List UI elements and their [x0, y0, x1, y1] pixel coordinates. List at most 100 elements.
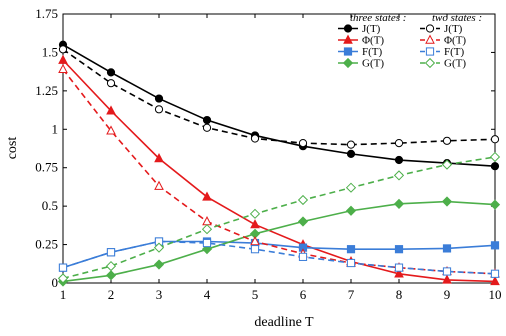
- data-point: [250, 134, 260, 143]
- data-point: [153, 242, 165, 253]
- data-point: [201, 244, 213, 255]
- series-line: [62, 200, 496, 283]
- x-tick-label: 9: [444, 287, 451, 302]
- legend-swatch-marker: [343, 24, 353, 33]
- legend-label: Φ(T): [362, 35, 384, 47]
- data-point: [442, 244, 452, 253]
- data-point: [58, 45, 68, 54]
- data-point: [297, 194, 309, 206]
- data-point: [489, 199, 501, 210]
- legend-label: F(T): [362, 46, 383, 58]
- series-line: [62, 240, 496, 275]
- data-point: [490, 135, 500, 144]
- x-tick-label: 4: [204, 287, 211, 302]
- legend-swatch-marker: [425, 34, 435, 44]
- data-point: [442, 136, 452, 145]
- data-point: [202, 191, 212, 201]
- data-point: [202, 238, 212, 248]
- data-point: [345, 182, 357, 193]
- data-point: [441, 196, 453, 207]
- legend-entry: J(T): [338, 23, 381, 35]
- legend-group-header: three states :: [350, 12, 406, 24]
- plot-frame: [62, 13, 496, 284]
- legend-swatch-marker: [343, 34, 353, 44]
- y-tick-label: 0.75: [35, 160, 58, 175]
- data-point: [394, 139, 404, 148]
- series-line: [62, 156, 496, 280]
- y-tick-label: 1.5: [42, 44, 58, 59]
- data-point: [106, 105, 116, 115]
- data-point: [489, 151, 501, 163]
- series-line: [62, 240, 496, 269]
- data-point: [250, 236, 260, 246]
- data-point: [393, 170, 405, 181]
- legend-entry: G(T): [420, 58, 466, 70]
- series-two-states-4: [58, 45, 500, 149]
- y-tick-label: 1.75: [35, 6, 58, 21]
- data-point: [297, 216, 309, 227]
- x-tick-label: 3: [156, 287, 163, 302]
- data-point: [442, 267, 452, 276]
- legend-label: G(T): [362, 58, 384, 70]
- legend-label: G(T): [444, 58, 466, 70]
- series-line: [62, 44, 496, 167]
- x-tick-label: 6: [300, 287, 307, 302]
- legend-swatch-marker: [425, 24, 435, 33]
- data-point: [154, 94, 164, 103]
- legend-swatch-marker: [425, 47, 435, 56]
- data-point: [346, 245, 356, 254]
- data-point: [106, 248, 116, 257]
- series-three-states-0: [58, 40, 500, 171]
- data-point: [298, 252, 308, 261]
- legend-entry: J(T): [420, 23, 463, 35]
- legend-swatch-marker: [342, 57, 354, 69]
- data-point: [490, 275, 500, 286]
- data-point: [201, 224, 213, 235]
- legend-label: J(T): [444, 23, 463, 35]
- data-point: [441, 159, 453, 170]
- legend-group-header: two states :: [432, 12, 482, 24]
- legend-entry: G(T): [338, 58, 384, 70]
- legend-entry: Φ(T): [420, 35, 466, 47]
- legend-label: J(T): [362, 23, 381, 35]
- data-point: [490, 162, 500, 171]
- data-point: [202, 216, 212, 226]
- data-point: [490, 241, 500, 250]
- data-point: [202, 115, 212, 125]
- data-point: [58, 54, 68, 64]
- data-point: [154, 180, 164, 190]
- data-point: [346, 258, 356, 268]
- legend-entry: F(T): [338, 46, 383, 58]
- legend: three states : two states :J(T)Φ(T)F(T)G(…: [338, 12, 482, 70]
- legend-entry: F(T): [420, 46, 465, 58]
- data-point: [57, 273, 69, 284]
- series-line: [62, 48, 496, 146]
- data-point: [346, 140, 356, 149]
- data-point: [106, 68, 116, 77]
- legend-label: F(T): [444, 46, 465, 58]
- data-point: [153, 259, 165, 270]
- y-tick-label: 1.25: [35, 83, 58, 98]
- x-tick-label: 1: [60, 287, 67, 302]
- series-three-states-2: [58, 237, 500, 272]
- data-point: [394, 268, 404, 278]
- data-point: [58, 263, 68, 272]
- x-tick-label: 7: [348, 287, 355, 302]
- series-three-states-3: [57, 196, 501, 287]
- series-two-states-7: [57, 151, 501, 284]
- legend-swatch-marker: [424, 57, 436, 69]
- y-tick-label: 1: [52, 121, 59, 136]
- x-axis-label: deadline T: [254, 315, 314, 330]
- data-point: [202, 123, 212, 132]
- series-line: [62, 68, 496, 275]
- data-point: [106, 125, 116, 135]
- data-point: [249, 208, 261, 219]
- data-point: [250, 245, 260, 254]
- y-tick-label: 0: [52, 275, 59, 290]
- x-tick-label: 10: [489, 287, 502, 302]
- data-point: [394, 245, 404, 254]
- y-tick-label: 0.5: [42, 198, 58, 213]
- data-point: [394, 263, 404, 272]
